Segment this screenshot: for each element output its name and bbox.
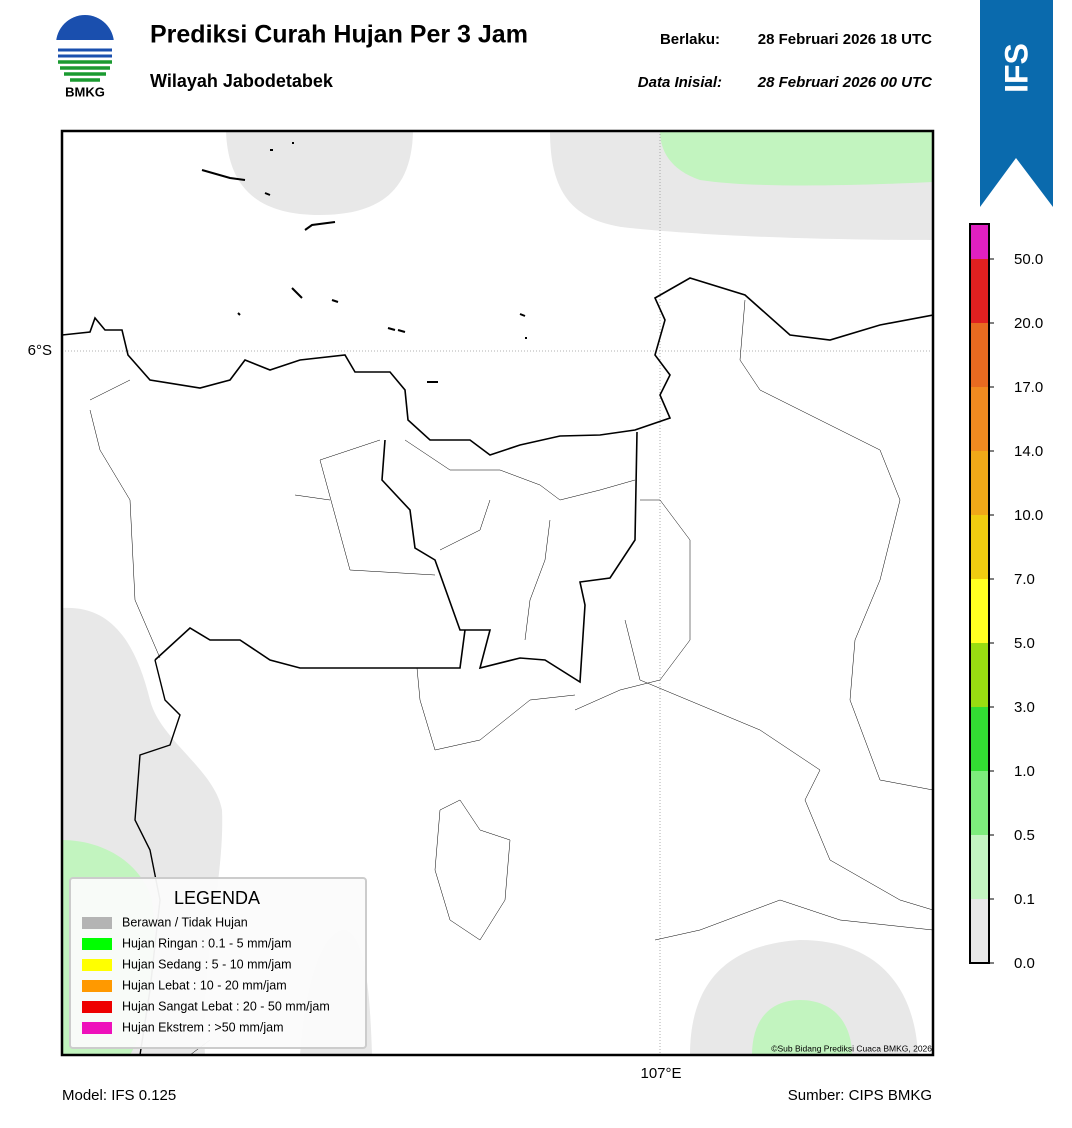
logo [56, 15, 114, 82]
valid-label: Berlaku: [660, 31, 720, 48]
colorbar-tick-label: 10.0 [1014, 507, 1043, 524]
lat-label: 6°S [28, 342, 52, 359]
legend-label: Berawan / Tidak Hujan [122, 915, 248, 929]
colorbar-tick-label: 1.0 [1014, 763, 1035, 780]
legend-items: Berawan / Tidak Hujan Hujan Ringan : 0.1 … [82, 915, 330, 1034]
colorbar-segment [970, 515, 989, 579]
title: Prediksi Curah Hujan Per 3 Jam [150, 21, 528, 49]
colorbar-tick-label: 17.0 [1014, 379, 1043, 396]
legend-swatch [82, 980, 112, 992]
colorbar-segment [970, 643, 989, 707]
lon-label: 107°E [640, 1065, 681, 1082]
colorbar: 0.0 0.1 0.5 1.0 3.0 5.0 7.0 10.0 14.0 17.0 20.0 50.… [969, 223, 1043, 972]
colorbar-frame [969, 223, 990, 964]
colorbar-segment [970, 387, 989, 451]
map-frame [60, 129, 935, 1057]
colorbar-segment [970, 259, 989, 323]
colorbar-tick-label: 20.0 [1014, 315, 1043, 332]
colorbar-segment [970, 707, 989, 771]
legend-label: Hujan Sangat Lebat : 20 - 50 mm/jam [122, 999, 330, 1013]
legend-swatch [82, 1001, 112, 1013]
init-time: 28 Februari 2026 00 UTC [757, 74, 933, 91]
copyright: ©Sub Bidang Prediksi Cuaca BMKG, 2026 [771, 1043, 932, 1053]
legend-swatch [82, 938, 112, 950]
legend-swatch [82, 1022, 112, 1034]
legend-label: Hujan Ekstrem : >50 mm/jam [122, 1020, 284, 1034]
colorbar-segment [970, 579, 989, 643]
colorbar-segment [970, 899, 989, 963]
badge-text: IFS [998, 43, 1034, 93]
colorbar-tick-label: 5.0 [1014, 635, 1035, 652]
source: Sumber: CIPS BMKG [788, 1087, 932, 1104]
colorbar-tick-label: 14.0 [1014, 443, 1043, 460]
colorbar-tick-label: 50.0 [1014, 251, 1043, 268]
legend-label: Hujan Lebat : 10 - 20 mm/jam [122, 978, 287, 992]
colorbar-tick-label: 0.1 [1014, 891, 1035, 908]
colorbar-tick-label: 7.0 [1014, 571, 1035, 588]
colorbar-segment [970, 323, 989, 387]
init-label: Data Inisial: [638, 74, 722, 91]
valid-time: 28 Februari 2026 18 UTC [758, 31, 932, 48]
colorbar-segment [970, 451, 989, 515]
legend-label: Hujan Ringan : 0.1 - 5 mm/jam [122, 936, 292, 950]
colorbar-segment [970, 224, 989, 259]
colorbar-segment [970, 771, 989, 835]
logo-text: BMKG [65, 84, 105, 99]
legend-title: LEGENDA [174, 888, 260, 908]
legend-swatch [82, 917, 112, 929]
legend-swatch [82, 959, 112, 971]
colorbar-tick-label: 0.5 [1014, 827, 1035, 844]
legend-box [69, 877, 367, 1049]
colorbar-segment [970, 835, 989, 899]
model: Model: IFS 0.125 [62, 1087, 176, 1104]
legend-label: Hujan Sedang : 5 - 10 mm/jam [122, 957, 292, 971]
subtitle: Wilayah Jabodetabek [150, 71, 334, 91]
colorbar-tick-label: 3.0 [1014, 699, 1035, 716]
badge [980, 0, 1053, 207]
colorbar-tick-label: 0.0 [1014, 955, 1035, 972]
